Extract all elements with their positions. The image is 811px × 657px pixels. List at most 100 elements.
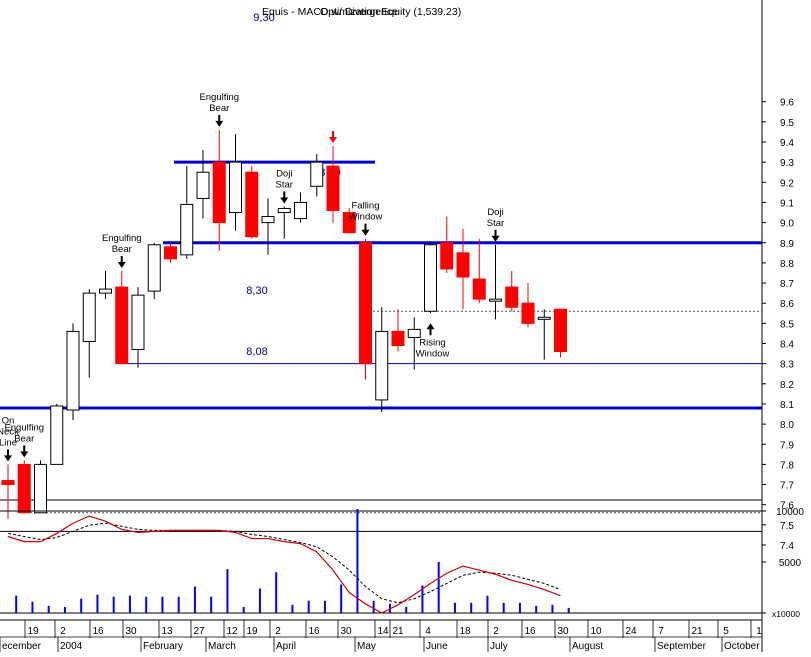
candle-body — [342, 212, 356, 234]
annotation-text: Line — [0, 437, 17, 448]
annotation-text: On — [2, 415, 15, 426]
x-tick-label: 7 — [658, 626, 664, 637]
x-tick-label: 16 — [524, 626, 536, 637]
arrow-head — [361, 229, 370, 236]
month-label: February — [143, 641, 183, 652]
candle-body — [50, 405, 64, 465]
price-tick-label: 7.5 — [780, 521, 794, 532]
arrow-head — [280, 197, 289, 204]
candle — [245, 166, 259, 239]
annotation-text: Falling — [352, 201, 380, 212]
candle-body — [424, 244, 437, 312]
price-tick-label: 8.0 — [780, 420, 794, 431]
month-label: October — [724, 641, 760, 652]
x-tick-label: 18 — [459, 626, 471, 637]
price-tick-label: 8.2 — [780, 380, 794, 391]
annotation-text: Star — [487, 218, 504, 229]
x-tick-label: 1 — [756, 626, 762, 637]
candle-body — [310, 161, 324, 187]
arrow-head — [426, 323, 435, 330]
annotation-text: Rising — [419, 337, 445, 348]
candle — [359, 238, 372, 380]
candle — [115, 270, 129, 365]
candle-body — [472, 278, 486, 300]
x-tick-label: 19 — [27, 626, 39, 637]
candle-body — [180, 203, 194, 256]
x-tick-label: 16 — [308, 626, 320, 637]
signal-line — [7, 522, 561, 604]
candle-body — [245, 171, 259, 238]
candle — [294, 192, 307, 223]
x-tick-label: 30 — [340, 626, 352, 637]
candle — [391, 309, 405, 352]
candle-body — [505, 286, 519, 308]
annotation-text: Neck — [0, 426, 19, 437]
arrow-head — [491, 235, 500, 242]
candle — [180, 166, 194, 259]
candle — [277, 206, 291, 239]
arrow-head — [117, 261, 126, 268]
candle-body — [147, 244, 161, 292]
annotation-text: Bear — [112, 244, 132, 255]
x-tick-label: 16 — [92, 626, 104, 637]
axes: 19 2 16 30 13 27 12 19 2 16 30 14 21 4 18 2 16 30 10 24 7 21 5… — [0, 620, 762, 652]
level-label: 8,30 — [246, 285, 267, 297]
trend-levels: 9,308,908,308,08 — [0, 12, 762, 514]
annotation-text: Engulfing — [4, 422, 44, 433]
candle — [82, 289, 96, 378]
month-label: May — [357, 641, 376, 652]
candle-body — [521, 302, 535, 324]
candle-body — [407, 328, 421, 338]
price-tick-label: 7.8 — [780, 460, 794, 471]
candle — [489, 244, 502, 320]
price-tick-label: 7.9 — [780, 440, 794, 451]
candle-body — [554, 308, 567, 353]
price-tick-label: 8.8 — [780, 259, 794, 270]
x-tick-label: 12 — [226, 626, 238, 637]
candle — [34, 460, 47, 514]
candles — [1, 129, 567, 519]
price-tick-label: 9.1 — [780, 198, 794, 209]
candle-body — [489, 298, 502, 302]
candle — [456, 228, 470, 310]
month-label: ecember — [2, 641, 42, 652]
x-tick-label: 5 — [723, 626, 729, 637]
candle — [212, 129, 226, 251]
candle — [424, 242, 437, 314]
candle — [326, 146, 340, 223]
candle — [17, 460, 31, 514]
month-label: June — [426, 641, 448, 652]
x-tick-label: 13 — [161, 626, 173, 637]
candle — [505, 270, 519, 312]
price-tick-label: 8.4 — [780, 340, 794, 351]
candle-body — [164, 246, 177, 260]
price-tick-label: 8.5 — [780, 319, 794, 330]
indicator-tick-label: 10000 — [776, 507, 804, 518]
arrow-head — [329, 137, 337, 144]
price-tick-label: 9.5 — [780, 118, 794, 129]
arrow-head — [4, 455, 12, 462]
price-tick-label: 9.4 — [780, 138, 794, 149]
chart-title-overlay: Optimization Equity (1,539.23) — [320, 6, 461, 18]
grid: 7.4 7.5 7.6 7.7 7.8 7.9 8.0 8.1 8.2 8.3 8.4 8.5 8.6 8… — [0, 0, 794, 652]
annotation-text: Window — [349, 212, 383, 223]
candle — [342, 208, 356, 234]
chart-title: Equis - MACD w/ Divergence — [262, 6, 398, 18]
candle-body — [537, 316, 551, 320]
x-tick-label: 10 — [590, 626, 602, 637]
candle — [472, 238, 486, 304]
candle-body — [131, 294, 145, 351]
month-label: August — [572, 641, 603, 652]
macd-line — [7, 515, 561, 614]
price-tick-label: 8.1 — [780, 400, 794, 411]
candle-body — [196, 171, 210, 199]
annotation-text: Bear — [14, 433, 34, 444]
candle-body — [99, 288, 112, 294]
